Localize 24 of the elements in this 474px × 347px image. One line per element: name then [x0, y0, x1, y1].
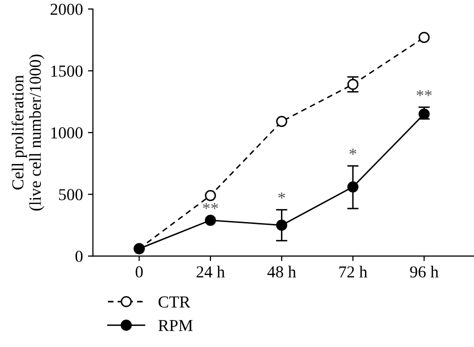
annotation: * [350, 148, 356, 155]
x-tick-label: 72 h [339, 266, 368, 278]
legend-label: CTR [158, 296, 190, 308]
point [204, 190, 216, 202]
y-tick-label: 0 [75, 250, 83, 262]
x-tick-label: 24 h [196, 266, 225, 278]
x-tick-label: 96 h [410, 266, 438, 278]
y-tick-label: 1500 [51, 65, 83, 77]
x-tick-label: 0 [136, 266, 143, 278]
legend-label: RPM [158, 320, 193, 332]
x-tick-label: 48 h [267, 266, 296, 278]
y-tick-label: 2000 [50, 4, 83, 15]
point [418, 32, 430, 43]
point [204, 214, 216, 226]
point [347, 181, 358, 192]
y-tick-label: 500 [59, 189, 83, 200]
annotation: ** [416, 90, 432, 96]
point [276, 116, 288, 127]
point [347, 78, 358, 90]
y-axis-title: Cell proliferation (live cell number/1000) [12, 54, 44, 210]
y-tick-label: 1000 [51, 127, 83, 138]
annotation: * [278, 192, 286, 199]
point [276, 220, 288, 231]
annotation: ** [202, 203, 218, 210]
